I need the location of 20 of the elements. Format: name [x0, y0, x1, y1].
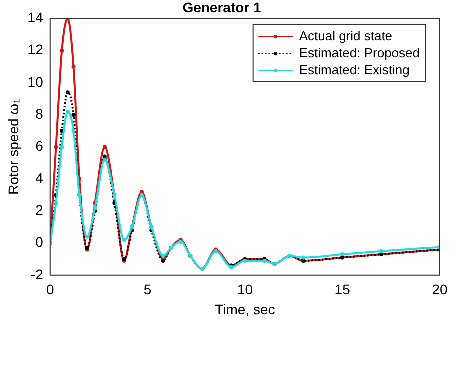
y-tick-label: 12 — [28, 42, 44, 58]
x-axis-title: Time, sec — [215, 301, 276, 318]
chart-title: Generator 1 — [182, 0, 262, 16]
y-tick-label: 14 — [28, 10, 44, 26]
legend-label: Estimated: Existing — [299, 62, 410, 78]
y-tick-label: 4 — [36, 170, 44, 186]
x-tick-label: 15 — [334, 282, 351, 298]
x-tick-label: 5 — [144, 282, 152, 298]
y-tick-label: 6 — [36, 138, 44, 154]
legend-label: Actual grid state — [299, 28, 393, 44]
y-tick-label: 10 — [28, 74, 44, 90]
y-tick-label: -2 — [30, 266, 44, 282]
legend-label: Estimated: Proposed — [299, 45, 420, 60]
x-tick-label: 0 — [46, 282, 54, 298]
y-tick-label: 0 — [36, 234, 44, 250]
y-axis-title: Rotor speed ω₁ — [5, 98, 22, 196]
y-tick-label: 2 — [36, 202, 44, 218]
x-tick-label: 20 — [432, 282, 448, 298]
x-tick-label: 10 — [237, 282, 254, 298]
y-tick-label: 8 — [36, 106, 44, 122]
